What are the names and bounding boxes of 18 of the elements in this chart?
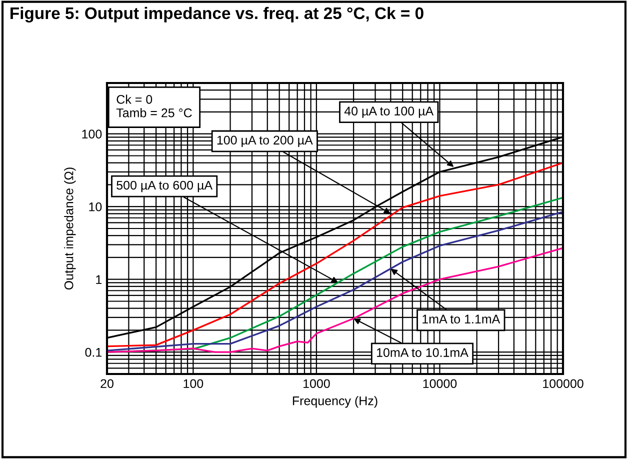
y-tick-label: 1 (96, 275, 102, 284)
annotation: Ck = 0 Tamb = 25 °C (116, 94, 192, 118)
x-tick-label: 20 (100, 379, 114, 388)
x-tick-label: 100 (184, 379, 204, 388)
x-tick-label: 10000 (423, 379, 457, 388)
annotation: 100 µA to 200 µA (217, 136, 313, 148)
annotation: 10mA to 10.1mA (376, 348, 468, 357)
x-tick-label: 1000 (303, 379, 330, 388)
y-axis-title: Output impedance (Ω) (64, 168, 76, 290)
annotation: 500 µA to 600 µA (116, 180, 213, 192)
annotation: 1mA to 1.1mA (422, 314, 500, 324)
x-axis-title: Frequency (Hz) (292, 396, 378, 408)
y-tick-label: 10 (89, 202, 102, 212)
y-tick-label: 0.1 (85, 348, 102, 357)
chart-title: Figure 5: Output impedance vs. freq. at 25 °C, Ck = 0 (10, 6, 424, 22)
x-tick-label: 100000 (543, 379, 584, 388)
y-tick-label: 100 (82, 130, 102, 138)
annotation: 40 µA to 100 µA (344, 106, 434, 118)
